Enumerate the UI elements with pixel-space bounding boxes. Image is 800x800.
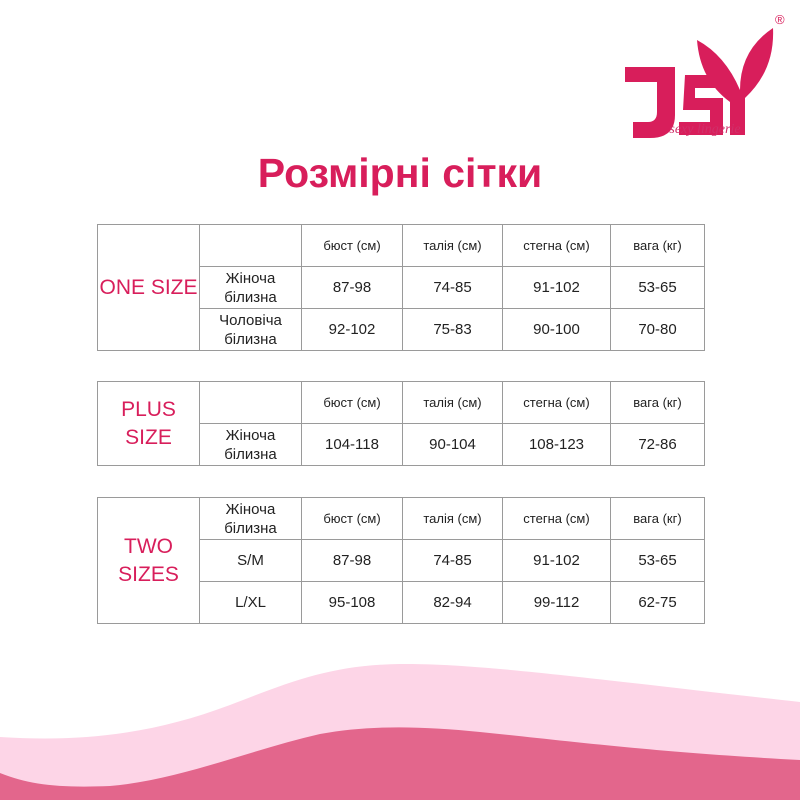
table-row: Жіноча білизна 87-98 74-85 91-102 53-65 [98,266,705,309]
column-header: талія (см) [402,497,503,540]
table-row: Жіноча білизна 104-118 90-104 108-123 72-86 [98,423,705,466]
table-row: S/M 87-98 74-85 91-102 53-65 [98,539,705,582]
table-cell: 90-100 [502,308,611,351]
table-cell: 53-65 [610,539,705,582]
decorative-waves [0,663,800,800]
page-title: Розмірні сітки [257,150,543,196]
table-cell: 62-75 [610,581,705,624]
table-cell: 70-80 [610,308,705,351]
header-row-label [199,381,302,424]
table-cell: 74-85 [402,266,503,309]
table-row: L/XL 95-108 82-94 99-112 62-75 [98,581,705,624]
size-table-one-size: ONE SIZE бюст (см) талія (см) стегна (см) ва… [97,224,705,351]
wave-dark [0,727,800,800]
column-header: бюст (см) [301,381,403,424]
size-group-label: ONE SIZE [97,224,200,351]
table-cell: 87-98 [301,539,403,582]
column-header: вага (кг) [610,224,705,267]
brand-logo: ® [625,12,785,138]
table-header-row: PLUS SIZE бюст (см) талія (см) стегна (см) в… [97,381,705,466]
header-row-label: Жіноча білизна [199,497,302,540]
row-label: Чоловіча білизна [199,308,302,351]
table-cell: 75-83 [402,308,503,351]
row-label: Жіноча білизна [199,266,302,309]
table-cell: 72-86 [610,423,705,466]
size-group-label: TWO SIZES [97,497,200,624]
column-header: стегна (см) [502,497,611,540]
row-label: Жіноча білизна [199,423,302,466]
table-cell: 91-102 [502,266,611,309]
table-cell: 53-65 [610,266,705,309]
table-cell: 74-85 [402,539,503,582]
column-header: бюст (см) [301,497,403,540]
size-group-label: PLUS SIZE [97,381,200,466]
column-header: талія (см) [402,381,503,424]
table-row: Чоловіча білизна 92-102 75-83 90-100 70-80 [98,308,705,351]
column-header: бюст (см) [301,224,403,267]
size-table-two-sizes: TWO SIZES Жіноча білизна бюст (см) талія (с… [97,497,705,624]
table-header-row: TWO SIZES Жіноча білизна бюст (см) талія (с… [97,497,705,624]
table-cell: 90-104 [402,423,503,466]
table-cell: 95-108 [301,581,403,624]
column-header: талія (см) [402,224,503,267]
row-label: L/XL [199,581,302,624]
row-label: S/M [199,539,302,582]
table-cell: 82-94 [402,581,503,624]
column-header: вага (кг) [610,497,705,540]
table-cell: 108-123 [502,423,611,466]
table-cell: 99-112 [502,581,611,624]
header-row-label [199,224,302,267]
svg-text:®: ® [775,12,785,27]
column-header: стегна (см) [502,381,611,424]
size-table-plus-size: PLUS SIZE бюст (см) талія (см) стегна (см) в… [97,381,705,466]
brand-tagline: sexy lingerie [669,122,741,137]
column-header: вага (кг) [610,381,705,424]
table-cell: 104-118 [301,423,403,466]
table-cell: 91-102 [502,539,611,582]
table-cell: 92-102 [301,308,403,351]
table-cell: 87-98 [301,266,403,309]
table-header-row: ONE SIZE бюст (см) талія (см) стегна (см) ва… [97,224,705,351]
column-header: стегна (см) [502,224,611,267]
